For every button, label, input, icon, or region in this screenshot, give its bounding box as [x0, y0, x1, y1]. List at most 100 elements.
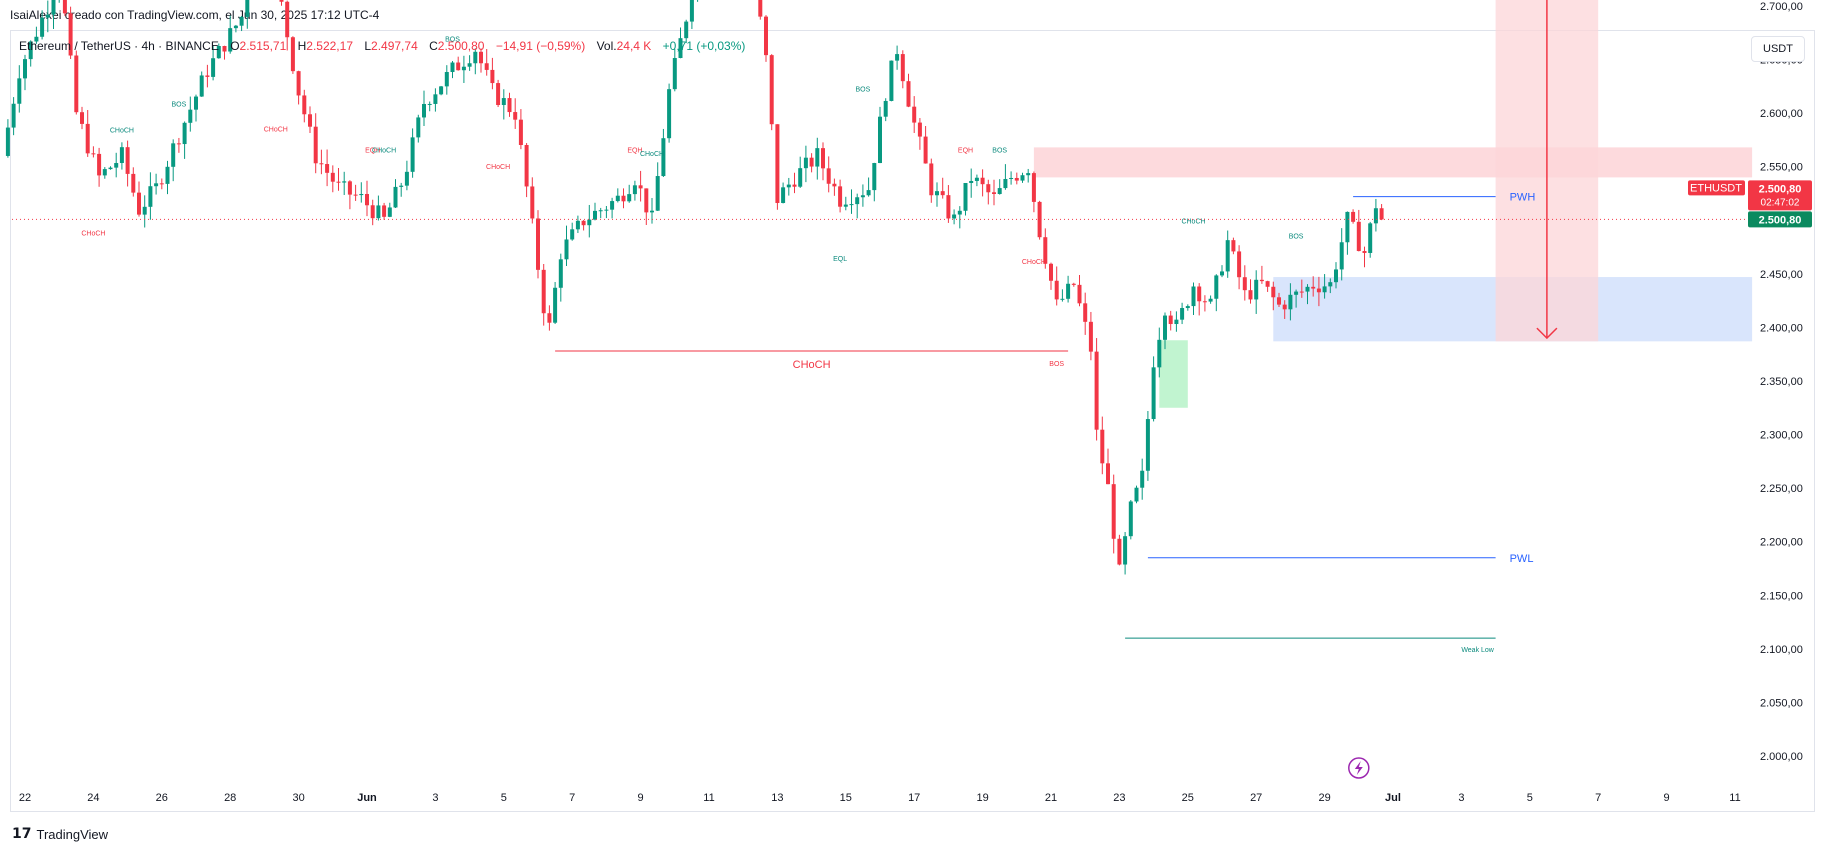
- candle-body[interactable]: [689, 0, 694, 22]
- candle-body[interactable]: [786, 184, 791, 188]
- candle-body[interactable]: [855, 197, 860, 205]
- candle-body[interactable]: [775, 124, 780, 203]
- candle-body[interactable]: [74, 55, 79, 113]
- candle-body[interactable]: [900, 54, 905, 82]
- candle-body[interactable]: [1220, 271, 1224, 276]
- candle-body[interactable]: [946, 195, 951, 219]
- candle-body[interactable]: [410, 137, 415, 172]
- candle-body[interactable]: [1339, 242, 1344, 270]
- candle-body[interactable]: [866, 190, 871, 196]
- candle-body[interactable]: [769, 55, 774, 125]
- candle-body[interactable]: [815, 148, 820, 167]
- candle-body[interactable]: [1066, 283, 1071, 299]
- candle-body[interactable]: [479, 51, 483, 64]
- candle-body[interactable]: [1271, 286, 1276, 298]
- candle-body[interactable]: [11, 103, 16, 128]
- candle-body[interactable]: [507, 98, 512, 113]
- candle-body[interactable]: [399, 185, 404, 187]
- candle-body[interactable]: [228, 28, 233, 52]
- candle-body[interactable]: [809, 157, 814, 167]
- candle-body[interactable]: [838, 186, 843, 207]
- candle-body[interactable]: [1259, 279, 1264, 282]
- candle-body[interactable]: [1134, 487, 1139, 502]
- candle-body[interactable]: [638, 185, 643, 189]
- candle-body[interactable]: [1351, 211, 1356, 222]
- candle-body[interactable]: [1123, 536, 1128, 565]
- candle-body[interactable]: [182, 122, 187, 145]
- candle-body[interactable]: [1077, 284, 1082, 304]
- candle-body[interactable]: [290, 37, 295, 72]
- candle-body[interactable]: [1185, 306, 1190, 309]
- candle-body[interactable]: [1026, 173, 1031, 176]
- candle-body[interactable]: [593, 210, 597, 220]
- candle-body[interactable]: [872, 163, 877, 191]
- candle-body[interactable]: [347, 181, 352, 195]
- candle-body[interactable]: [365, 193, 369, 206]
- symbol-title[interactable]: Ethereum / TetherUS · 4h · BINANCE: [19, 39, 219, 53]
- candle-body[interactable]: [279, 0, 284, 2]
- candle-body[interactable]: [97, 153, 102, 176]
- candle-body[interactable]: [1254, 279, 1259, 300]
- candle-body[interactable]: [963, 182, 968, 211]
- candle-body[interactable]: [883, 100, 888, 117]
- candle-body[interactable]: [370, 205, 375, 219]
- fvg-zone[interactable]: [1159, 340, 1188, 408]
- candle-body[interactable]: [1288, 294, 1293, 310]
- candle-body[interactable]: [1282, 304, 1287, 310]
- candle-body[interactable]: [798, 168, 803, 187]
- candle-body[interactable]: [615, 195, 620, 202]
- candle-body[interactable]: [906, 81, 911, 107]
- candle-body[interactable]: [1237, 251, 1242, 278]
- candle-body[interactable]: [575, 220, 580, 230]
- candle-body[interactable]: [1151, 367, 1156, 420]
- candle-body[interactable]: [1322, 286, 1327, 293]
- candle-body[interactable]: [233, 25, 238, 29]
- candle-body[interactable]: [935, 191, 939, 196]
- candle-body[interactable]: [171, 143, 176, 167]
- candle-body[interactable]: [895, 54, 900, 61]
- candle-body[interactable]: [678, 38, 683, 59]
- candle-body[interactable]: [1248, 290, 1253, 300]
- candle-body[interactable]: [672, 58, 677, 90]
- candle-body[interactable]: [581, 220, 586, 226]
- candle-body[interactable]: [467, 63, 472, 67]
- candle-body[interactable]: [610, 201, 615, 210]
- candle-body[interactable]: [1362, 251, 1367, 253]
- candle-body[interactable]: [319, 163, 324, 165]
- candle-body[interactable]: [1009, 177, 1014, 179]
- candle-body[interactable]: [450, 62, 455, 73]
- candle-body[interactable]: [1214, 275, 1219, 299]
- candle-body[interactable]: [986, 184, 991, 193]
- candle-body[interactable]: [404, 171, 409, 186]
- candle-body[interactable]: [1088, 321, 1093, 352]
- candle-body[interactable]: [1043, 237, 1048, 264]
- candle-body[interactable]: [974, 177, 979, 181]
- candle-body[interactable]: [1163, 315, 1167, 340]
- candle-body[interactable]: [541, 269, 546, 314]
- candle-body[interactable]: [530, 186, 535, 219]
- candle-body[interactable]: [1049, 263, 1053, 281]
- candle-body[interactable]: [940, 191, 945, 196]
- candle-body[interactable]: [387, 207, 392, 217]
- candle-body[interactable]: [889, 60, 894, 101]
- candle-body[interactable]: [570, 229, 575, 240]
- candle-body[interactable]: [205, 75, 210, 77]
- candle-body[interactable]: [1014, 177, 1019, 181]
- candle-body[interactable]: [119, 147, 124, 164]
- candle-body[interactable]: [1305, 286, 1310, 292]
- candle-body[interactable]: [496, 83, 501, 106]
- candle-body[interactable]: [553, 287, 558, 323]
- candle-body[interactable]: [1311, 286, 1316, 289]
- candle-body[interactable]: [860, 195, 865, 198]
- candle-body[interactable]: [969, 180, 974, 183]
- candle-body[interactable]: [308, 114, 312, 127]
- candle-body[interactable]: [1299, 291, 1304, 293]
- candle-body[interactable]: [621, 195, 626, 202]
- candle-body[interactable]: [957, 210, 962, 215]
- candle-body[interactable]: [1242, 277, 1247, 291]
- candle-body[interactable]: [416, 117, 421, 138]
- candle-body[interactable]: [1277, 297, 1281, 305]
- candle-body[interactable]: [296, 71, 301, 96]
- candle-body[interactable]: [114, 163, 119, 168]
